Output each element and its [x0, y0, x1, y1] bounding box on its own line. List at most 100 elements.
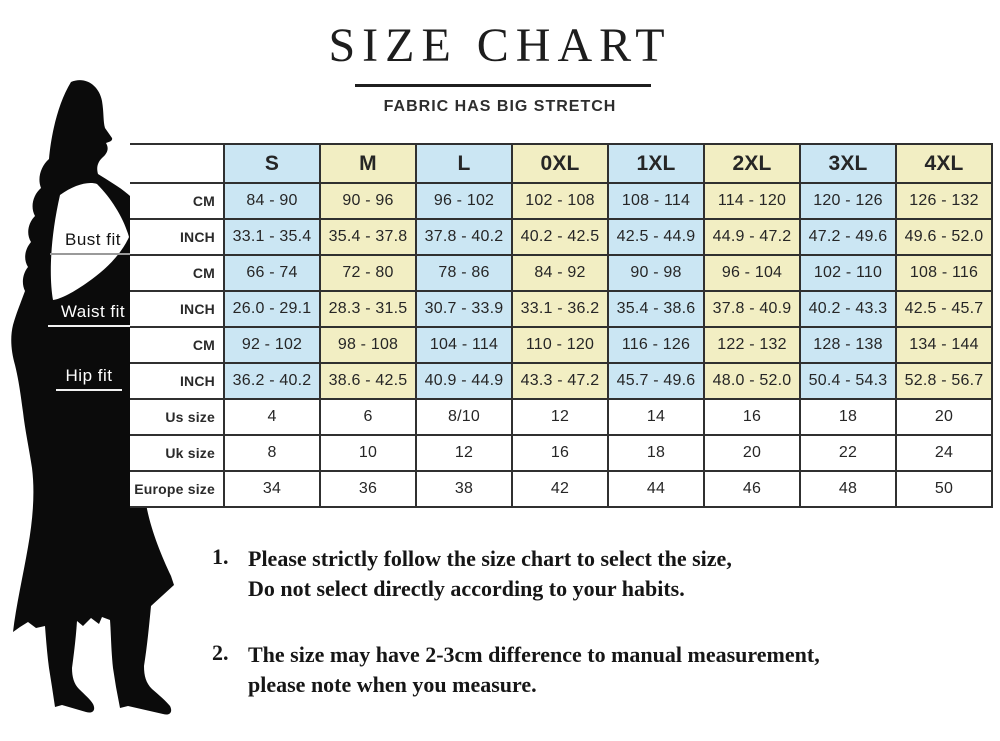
note-item: 2. The size may have 2-3cm difference to… — [212, 640, 992, 700]
table-cell: 40.2 - 43.3 — [801, 292, 895, 326]
size-col-header: 2XL — [705, 145, 799, 182]
table-corner-cell — [130, 145, 223, 182]
size-col-header: 1XL — [609, 145, 703, 182]
table-cell: 122 - 132 — [705, 328, 799, 362]
table-cell: 102 - 108 — [513, 184, 607, 218]
table-cell: 16 — [513, 436, 607, 470]
fit-label-waist: Waist fit — [48, 302, 138, 327]
row-label: INCH — [130, 220, 223, 254]
table-cell: 50.4 - 54.3 — [801, 364, 895, 398]
table-cell: 104 - 114 — [417, 328, 511, 362]
table-cell: 36.2 - 40.2 — [225, 364, 319, 398]
size-col-header: L — [417, 145, 511, 182]
table-cell: 48 — [801, 472, 895, 506]
table-cell: 30.7 - 33.9 — [417, 292, 511, 326]
size-col-header: 0XL — [513, 145, 607, 182]
subtitle: FABRIC HAS BIG STRETCH — [383, 98, 617, 115]
table-cell: 66 - 74 — [225, 256, 319, 290]
table-cell: 37.8 - 40.9 — [705, 292, 799, 326]
table-cell: 102 - 110 — [801, 256, 895, 290]
table-cell: 114 - 120 — [705, 184, 799, 218]
table-cell: 42.5 - 45.7 — [897, 292, 991, 326]
table-cell: 128 - 138 — [801, 328, 895, 362]
table-cell: 20 — [705, 436, 799, 470]
fit-label-hip: Hip fit — [56, 366, 122, 391]
table-cell: 90 - 98 — [609, 256, 703, 290]
table-cell: 108 - 114 — [609, 184, 703, 218]
table-cell: 24 — [897, 436, 991, 470]
table-cell: 6 — [321, 400, 415, 434]
fit-label-bust: Bust fit — [50, 230, 136, 255]
row-label: INCH — [130, 364, 223, 398]
size-col-header: S — [225, 145, 319, 182]
table-cell: 8/10 — [417, 400, 511, 434]
note-line: please note when you measure. — [248, 672, 537, 697]
table-cell: 47.2 - 49.6 — [801, 220, 895, 254]
table-cell: 44 — [609, 472, 703, 506]
row-label: Us size — [130, 400, 223, 434]
table-cell: 22 — [801, 436, 895, 470]
table-cell: 84 - 92 — [513, 256, 607, 290]
notes-section: 1. Please strictly follow the size chart… — [212, 544, 992, 736]
note-number: 2. — [212, 640, 229, 665]
row-label: CM — [130, 328, 223, 362]
row-label: CM — [130, 184, 223, 218]
table-cell: 33.1 - 36.2 — [513, 292, 607, 326]
table-cell: 72 - 80 — [321, 256, 415, 290]
table-cell: 40.9 - 44.9 — [417, 364, 511, 398]
note-text: The size may have 2-3cm difference to ma… — [248, 640, 820, 700]
table-cell: 90 - 96 — [321, 184, 415, 218]
table-cell: 43.3 - 47.2 — [513, 364, 607, 398]
table-cell: 36 — [321, 472, 415, 506]
table-cell: 26.0 - 29.1 — [225, 292, 319, 326]
table-cell: 108 - 116 — [897, 256, 991, 290]
table-cell: 12 — [513, 400, 607, 434]
table-cell: 78 - 86 — [417, 256, 511, 290]
table-cell: 48.0 - 52.0 — [705, 364, 799, 398]
table-cell: 35.4 - 37.8 — [321, 220, 415, 254]
note-item: 1. Please strictly follow the size chart… — [212, 544, 992, 604]
note-text: Please strictly follow the size chart to… — [248, 544, 732, 604]
table-cell: 42.5 - 44.9 — [609, 220, 703, 254]
table-cell: 46 — [705, 472, 799, 506]
note-line: Please strictly follow the size chart to… — [248, 546, 732, 571]
size-col-header: M — [321, 145, 415, 182]
table-cell: 34 — [225, 472, 319, 506]
note-line: Do not select directly according to your… — [248, 576, 685, 601]
table-cell: 18 — [801, 400, 895, 434]
table-cell: 18 — [609, 436, 703, 470]
table-cell: 126 - 132 — [897, 184, 991, 218]
note-number: 1. — [212, 544, 229, 569]
row-label: Uk size — [130, 436, 223, 470]
table-cell: 116 - 126 — [609, 328, 703, 362]
table-cell: 134 - 144 — [897, 328, 991, 362]
title-underline — [355, 84, 651, 87]
table-cell: 45.7 - 49.6 — [609, 364, 703, 398]
table-cell: 33.1 - 35.4 — [225, 220, 319, 254]
table-cell: 50 — [897, 472, 991, 506]
table-cell: 20 — [897, 400, 991, 434]
table-cell: 52.8 - 56.7 — [897, 364, 991, 398]
row-label: CM — [130, 256, 223, 290]
table-cell: 49.6 - 52.0 — [897, 220, 991, 254]
row-label: Europe size — [130, 472, 223, 506]
table-cell: 37.8 - 40.2 — [417, 220, 511, 254]
table-cell: 96 - 102 — [417, 184, 511, 218]
table-cell: 35.4 - 38.6 — [609, 292, 703, 326]
size-col-header: 4XL — [897, 145, 991, 182]
table-cell: 16 — [705, 400, 799, 434]
note-line: The size may have 2-3cm difference to ma… — [248, 642, 820, 667]
row-label: INCH — [130, 292, 223, 326]
table-cell: 98 - 108 — [321, 328, 415, 362]
table-cell: 110 - 120 — [513, 328, 607, 362]
table-cell: 44.9 - 47.2 — [705, 220, 799, 254]
table-cell: 84 - 90 — [225, 184, 319, 218]
table-cell: 4 — [225, 400, 319, 434]
page-title: SIZE CHART — [328, 19, 672, 72]
table-cell: 14 — [609, 400, 703, 434]
table-cell: 38.6 - 42.5 — [321, 364, 415, 398]
size-col-header: 3XL — [801, 145, 895, 182]
table-cell: 8 — [225, 436, 319, 470]
table-cell: 38 — [417, 472, 511, 506]
